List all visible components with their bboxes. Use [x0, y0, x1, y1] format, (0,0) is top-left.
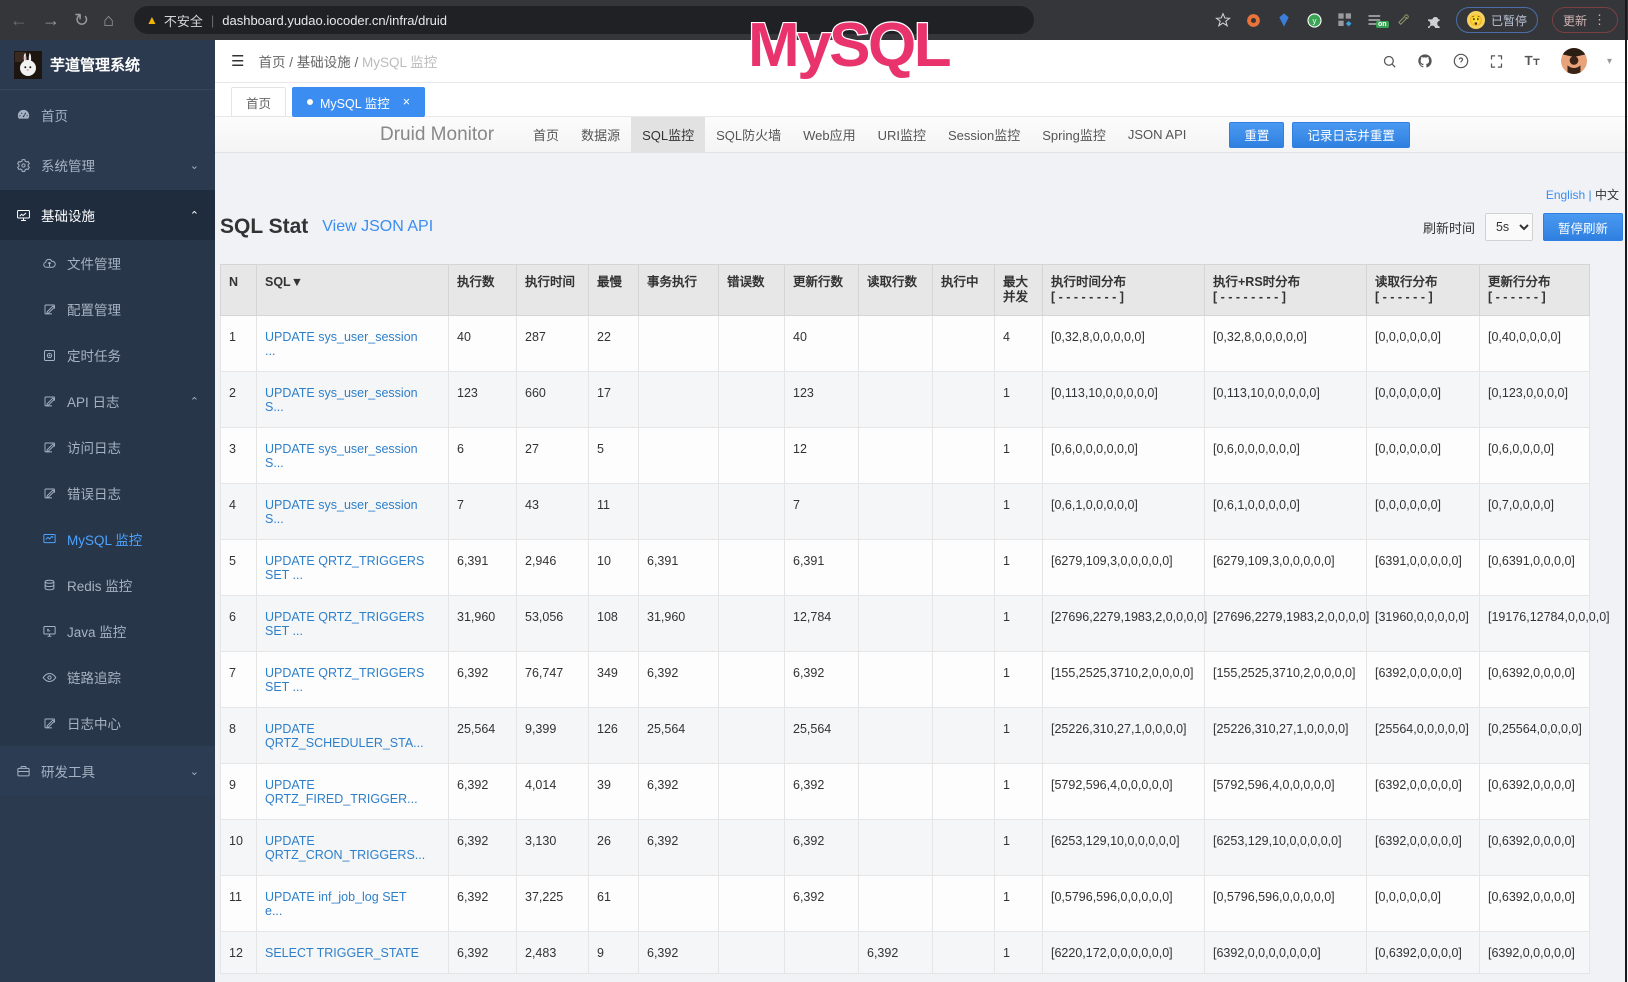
svg-text:y: y: [1313, 16, 1317, 25]
